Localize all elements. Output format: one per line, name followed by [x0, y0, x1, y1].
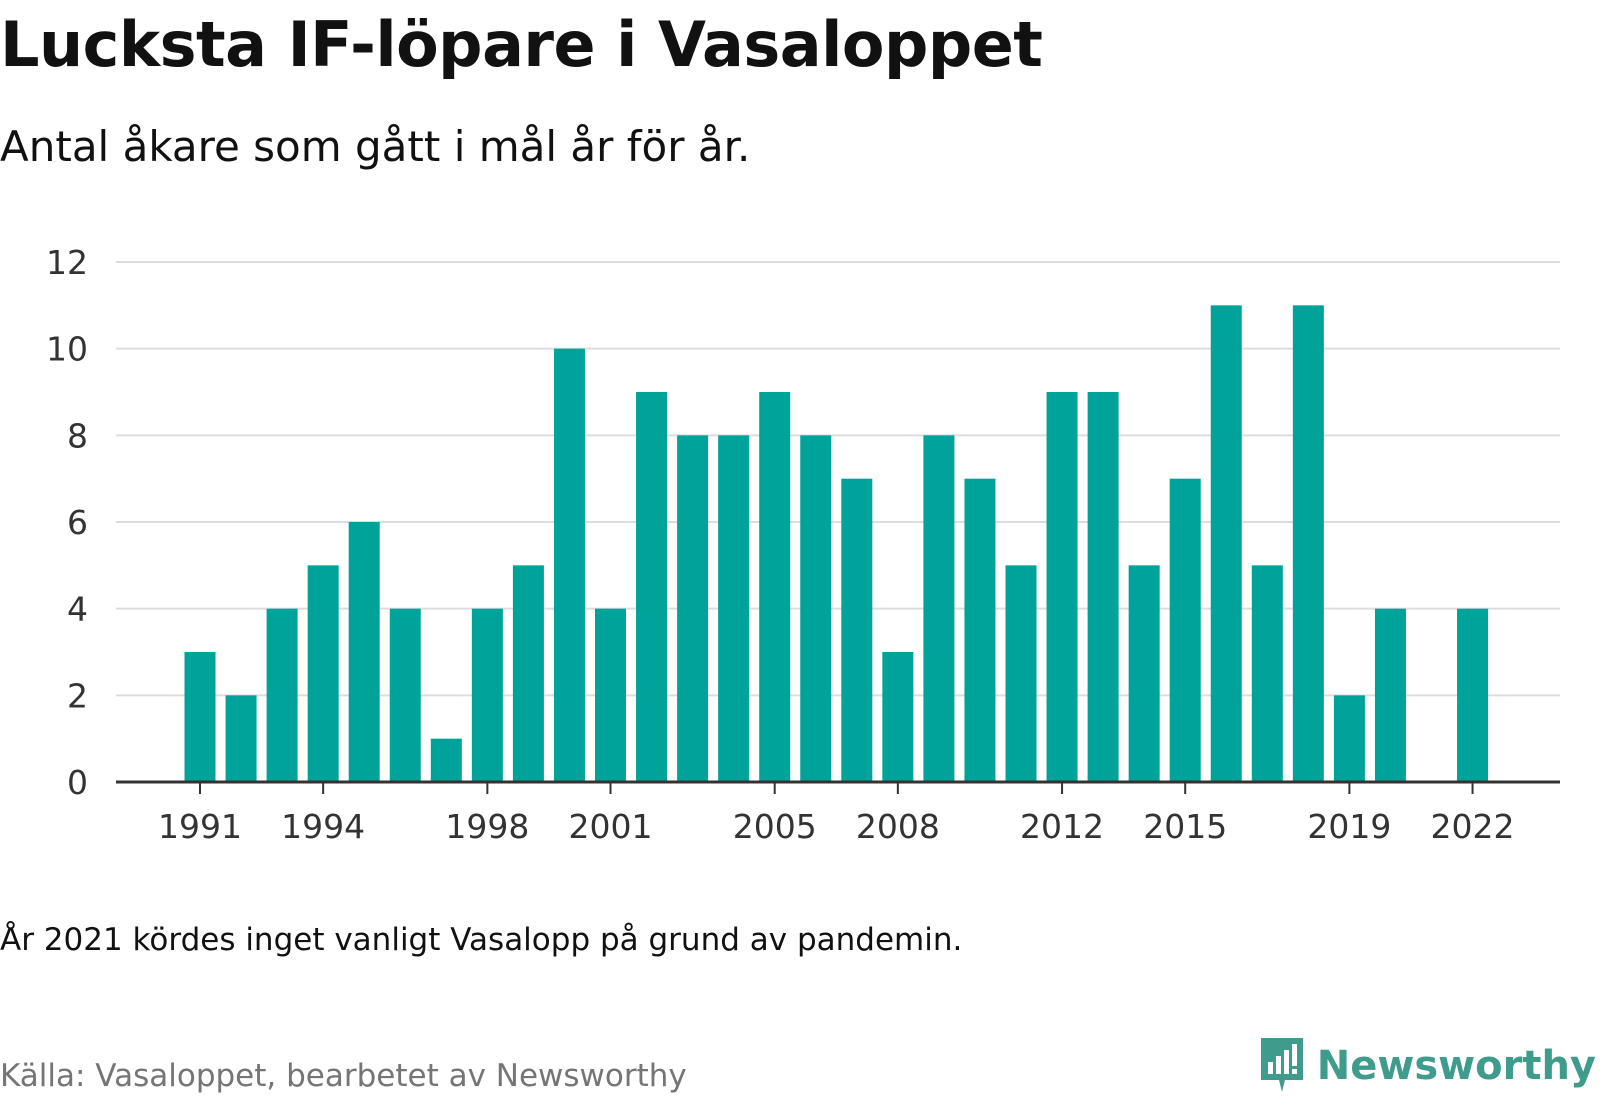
bar	[1333, 695, 1365, 782]
chart-source: Källa: Vasaloppet, bearbetet av Newswort…	[0, 1058, 687, 1094]
bar	[1292, 305, 1324, 782]
axes: 0 2 4 6 8 10 12 1991 1994 1998 2001 2005 2008 2012 201…	[46, 243, 1560, 846]
x-tick-label: 1991	[158, 807, 242, 846]
y-tick-label: 0	[67, 763, 88, 802]
bar	[1169, 478, 1201, 782]
bar	[882, 652, 914, 782]
x-tick-label: 2022	[1431, 807, 1515, 846]
brand-name: Newsworthy	[1316, 1043, 1596, 1089]
bar	[1210, 305, 1242, 782]
bar-chart: 0 2 4 6 8 10 12 1991 1994 1998 2001 2005 2008 2012 201…	[46, 243, 1560, 846]
x-tick-label: 2012	[1020, 807, 1104, 846]
bar	[1005, 565, 1037, 782]
bar	[1457, 608, 1489, 782]
bar	[759, 392, 791, 782]
x-tick-label: 1994	[281, 807, 365, 846]
chart-note: År 2021 kördes inget vanligt Vasalopp på…	[0, 922, 963, 958]
y-tick-label: 6	[67, 503, 88, 542]
x-tick-label: 2019	[1307, 807, 1391, 846]
bar	[718, 435, 750, 782]
bar	[1087, 392, 1119, 782]
newsworthy-logo-icon	[1260, 1038, 1303, 1092]
x-tick-label: 2001	[569, 807, 653, 846]
x-tick-label: 2005	[733, 807, 817, 846]
bar	[266, 608, 298, 782]
chart-subtitle: Antal åkare som gått i mål år för år.	[0, 122, 751, 171]
bar	[964, 478, 996, 782]
y-tick-label: 12	[46, 243, 88, 282]
bar	[307, 565, 339, 782]
x-tick-label: 1998	[445, 807, 529, 846]
bar	[225, 695, 257, 782]
bar	[553, 348, 585, 782]
bar	[595, 608, 626, 782]
bar	[348, 522, 380, 782]
bar	[1046, 392, 1078, 782]
bar	[430, 738, 462, 782]
bar	[184, 652, 216, 782]
newsworthy-logo: Newsworthy	[1257, 1036, 1596, 1096]
bar	[1128, 565, 1160, 782]
bar	[512, 565, 544, 782]
bar	[389, 608, 421, 782]
chart-title: Lucksta IF-löpare i Vasaloppet	[0, 8, 1043, 81]
bar	[1251, 565, 1283, 782]
bar	[1374, 608, 1406, 782]
bar	[923, 435, 955, 782]
y-tick-label: 10	[46, 330, 88, 369]
bar	[471, 608, 503, 782]
x-tick-label: 2015	[1143, 807, 1227, 846]
bar	[636, 392, 668, 782]
bar	[677, 435, 709, 782]
x-tick-label: 2008	[856, 807, 940, 846]
y-tick-label: 8	[67, 416, 88, 455]
bar	[800, 435, 832, 782]
y-tick-label: 4	[67, 590, 88, 629]
bars	[184, 305, 1489, 782]
y-tick-label: 2	[67, 676, 88, 715]
bar	[841, 478, 873, 782]
